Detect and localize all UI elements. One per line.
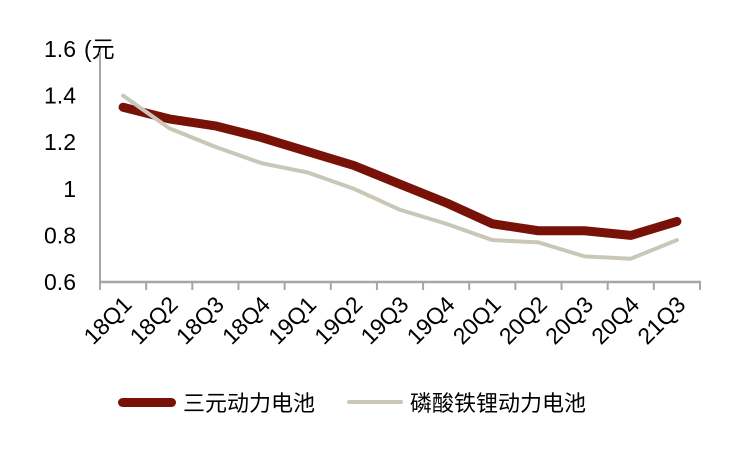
series-line-1 [121,93,679,261]
y-tick-label: 1.2 [44,129,76,155]
y-tick-label: 1 [63,176,76,202]
x-tick-label: 18Q2 [125,291,183,349]
x-tick-label: 18Q4 [217,291,275,349]
x-axis-ticks [99,282,701,290]
x-tick-label: 18Q3 [171,291,229,349]
x-tick-label: 19Q3 [355,291,413,349]
x-tick-label: 20Q1 [448,291,506,349]
y-axis-tick-labels: 1.6 1.4 1.2 1 0.8 0.6 [44,36,76,295]
legend-line-swatch-lfp [347,400,404,404]
y-tick-label: 0.8 [44,222,76,248]
x-tick-label: 18Q1 [78,291,136,349]
x-tick-label: 20Q3 [540,291,598,349]
x-tick-label: 20Q2 [494,291,552,349]
series-lines [118,93,682,261]
x-tick-label: 19Q2 [309,291,367,349]
legend-label-ternary: 三元动力电池 [183,391,316,416]
series-line-0 [118,102,682,240]
legend-item-lfp-battery: 磷酸铁锂动力电池 [347,386,586,418]
legend-line-swatch-ternary [118,397,176,407]
y-tick-label: 1.6 [44,36,76,62]
x-tick-label: 21Q3 [632,291,690,349]
legend-label-lfp: 磷酸铁锂动力电池 [410,391,587,416]
x-tick-label: 19Q4 [402,291,460,349]
y-tick-label: 1.4 [44,83,76,109]
legend-item-ternary-battery: 三元动力电池 [118,386,315,418]
x-axis-tick-labels: 18Q118Q218Q318Q419Q119Q219Q319Q420Q120Q2… [78,291,690,349]
y-tick-label: 0.6 [44,269,76,295]
x-tick-label: 20Q4 [586,291,644,349]
x-tick-label: 19Q1 [263,291,321,349]
legend: 三元动力电池 磷酸铁锂动力电池 [118,388,586,416]
